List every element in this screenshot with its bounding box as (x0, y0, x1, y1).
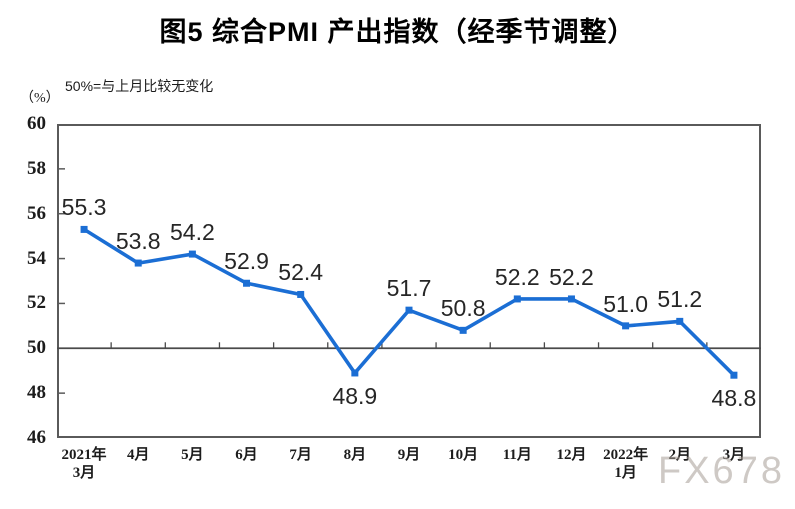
data-point-marker (80, 225, 88, 233)
x-axis-label: 11月 (502, 447, 532, 463)
data-point-marker (513, 295, 521, 303)
data-value-label: 48.8 (711, 385, 757, 412)
data-point-marker (134, 259, 142, 267)
data-point-marker (459, 326, 467, 334)
watermark: FX678 (658, 450, 785, 492)
x-axis-label: 3月 (722, 447, 746, 463)
y-tick-label: 50 (27, 337, 46, 359)
y-tick-label: 60 (27, 113, 46, 134)
data-point-marker (730, 371, 738, 379)
y-tick-label: 48 (27, 382, 46, 404)
data-value-label: 50.8 (440, 295, 486, 322)
y-tick-label: 46 (27, 427, 46, 448)
data-value-label: 55.3 (61, 194, 107, 221)
x-axis-label: 2月 (668, 447, 692, 463)
y-axis-unit: （%） (20, 91, 60, 106)
x-axis-label: 2021年 3月 (61, 447, 107, 481)
x-axis-label: 10月 (448, 447, 479, 463)
data-point-marker (297, 290, 305, 298)
x-axis-label: 6月 (235, 447, 258, 463)
data-value-label: 54.2 (169, 219, 215, 246)
y-tick-label: 56 (27, 202, 46, 224)
data-value-label: 53.8 (115, 228, 161, 255)
data-point-marker (676, 317, 684, 325)
x-axis-label: 8月 (343, 447, 367, 463)
y-tick-label: 54 (27, 247, 46, 269)
x-axis-label: 12月 (556, 447, 587, 463)
reference-note: 50%=与上月比较无变化 (65, 78, 214, 94)
x-axis-label: 5月 (181, 447, 204, 463)
data-value-label: 48.9 (332, 382, 378, 409)
plot-area (57, 124, 761, 438)
chart-title: 图5 综合PMI 产出指数（经季节调整） (159, 17, 636, 47)
data-point-marker (351, 369, 359, 377)
data-point-marker (622, 322, 630, 330)
data-point-marker (188, 250, 196, 258)
data-point-marker (567, 295, 575, 303)
data-point-marker (243, 279, 251, 287)
data-point-marker (405, 306, 413, 314)
data-value-label: 51.0 (603, 290, 648, 317)
data-value-label: 52.2 (549, 263, 594, 290)
data-value-label: 52.2 (494, 263, 540, 290)
x-axis-label: 7月 (289, 447, 312, 463)
data-value-label: 51.2 (657, 286, 703, 313)
y-tick-label: 58 (27, 157, 46, 179)
data-value-label: 52.9 (224, 248, 269, 275)
y-tick-label: 52 (27, 292, 46, 314)
data-value-label: 51.7 (386, 275, 432, 302)
x-axis-label: 2022年 1月 (603, 447, 649, 481)
line-chart-canvas (57, 124, 761, 438)
x-axis-label: 9月 (397, 447, 421, 463)
x-axis-label: 4月 (126, 447, 150, 463)
data-value-label: 52.4 (278, 259, 324, 286)
plot-border (57, 124, 761, 438)
